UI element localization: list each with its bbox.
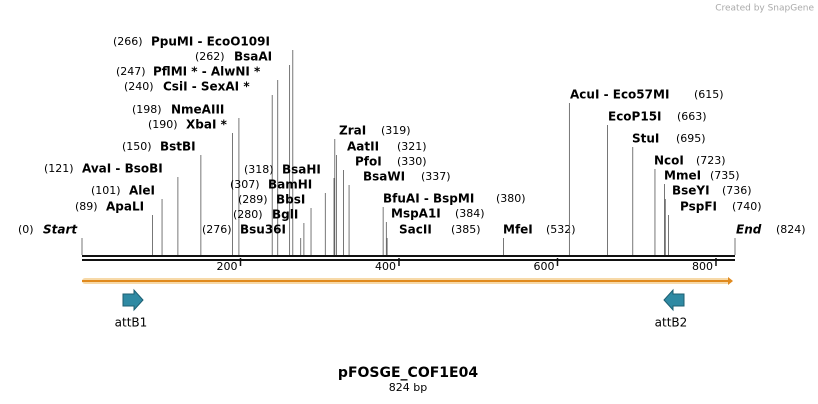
enzyme-label: MspA1I [391,207,441,221]
tick-label: 400 [375,260,396,273]
position-label: (190) [148,118,178,131]
position-label: (319) [381,124,411,137]
feature-arrow [728,277,733,285]
enzyme-label: End [736,223,762,237]
enzyme-label: PpuMI - EcoO109I [151,35,270,49]
enzyme-label: PspFI [680,200,717,214]
enzyme-label: BbsI [276,193,305,207]
enzyme-label: PflMI * - AlwNI * [153,65,261,79]
enzyme-label: NcoI [654,154,684,168]
subtitle: 824 bp [389,381,427,394]
position-label: (321) [397,140,427,153]
enzyme-label: BfuAI - BspMI [383,192,474,206]
enzyme-label: NmeAIII [171,103,224,117]
enzyme-label: SacII [399,223,432,237]
enzyme-label: Bsu36I [240,223,286,237]
position-label: (615) [694,88,724,101]
title: pFOSGE_COF1E04 [338,365,478,381]
enzyme-label: BstBI [160,140,196,154]
position-label: (289) [238,193,268,206]
enzyme-label: ZraI [339,124,366,138]
position-label: (380) [496,192,526,205]
tick-label: 800 [692,260,713,273]
position-label: (150) [122,140,152,153]
enzyme-label: BsaHI [282,163,321,177]
enzyme-label: MfeI [503,223,533,237]
enzyme-label: PfoI [355,155,382,169]
enzyme-label: AcuI - Eco57MI [570,88,669,102]
position-label: (101) [91,184,121,197]
enzyme-label: StuI [632,132,659,146]
position-label: (198) [132,103,162,116]
position-label: (735) [710,169,740,182]
attb2-arrow [663,288,685,312]
enzyme-label: AleI [129,184,155,198]
position-label: (532) [546,223,576,236]
enzyme-label: ApaLI [106,200,144,214]
feature-label: attB2 [655,316,688,330]
position-label: (723) [696,154,726,167]
enzyme-label: MmeI [664,169,701,183]
enzyme-label: BsaWI [363,170,405,184]
enzyme-label: BseYI [672,184,710,198]
tick-label: 200 [216,260,237,273]
position-label: (385) [451,223,481,236]
position-label: (337) [421,170,451,183]
position-label: (121) [44,162,74,175]
enzyme-label: XbaI * [186,118,228,132]
enzyme-label: EcoP15I [608,110,662,124]
enzyme-label: BamHI [268,178,312,192]
position-label: (266) [113,35,143,48]
position-label: (0) [18,223,34,236]
watermark: Created by SnapGene [715,4,814,14]
enzyme-label: BglI [272,208,298,222]
feature-label: attB1 [115,316,148,330]
enzyme-label: AvaI - BsoBI [82,162,163,176]
position-label: (240) [124,80,154,93]
position-label: (736) [722,184,752,197]
position-label: (330) [397,155,427,168]
tick-label: 600 [533,260,554,273]
attb1-arrow [122,288,144,312]
enzyme-label: AatII [347,140,379,154]
position-label: (307) [230,178,260,191]
position-label: (384) [455,207,485,220]
position-label: (695) [676,132,706,145]
position-label: (262) [195,50,225,63]
position-label: (740) [732,200,762,213]
position-label: (89) [75,200,98,213]
position-label: (318) [244,163,274,176]
enzyme-label: BsaAI [234,50,272,64]
position-label: (280) [233,208,263,221]
position-label: (663) [677,110,707,123]
position-label: (276) [202,223,232,236]
position-label: (824) [776,223,806,236]
enzyme-label: CsiI - SexAI * [163,80,250,94]
position-label: (247) [116,65,146,78]
enzyme-label: Start [43,223,78,237]
